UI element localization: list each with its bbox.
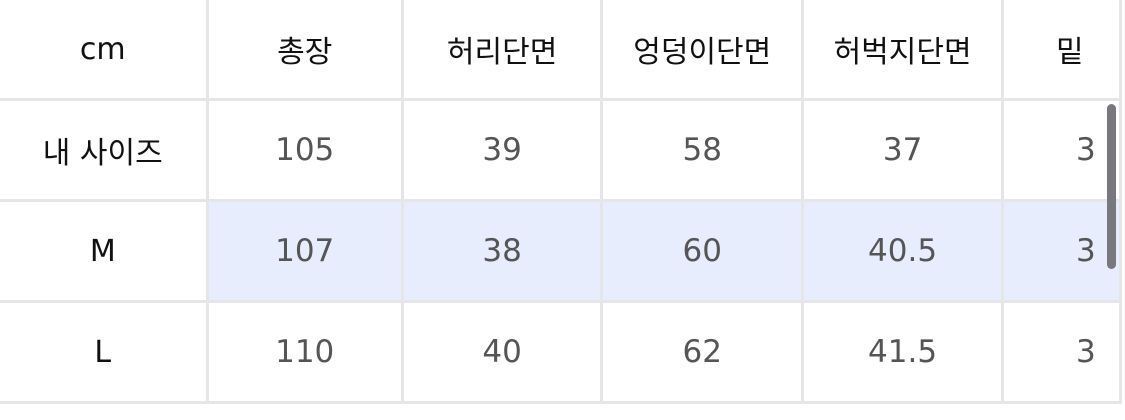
cell: 3 bbox=[1001, 199, 1122, 303]
row-label: L bbox=[0, 300, 209, 404]
header-waist: 허리단면 bbox=[400, 0, 604, 101]
cell: 62 bbox=[600, 300, 805, 404]
table-row: L 110 40 62 41.5 3 bbox=[0, 300, 1122, 404]
cell: 105 bbox=[205, 98, 404, 202]
cell: 41.5 bbox=[801, 300, 1004, 404]
header-unit: cm bbox=[0, 0, 209, 101]
cell: 3 bbox=[1001, 98, 1122, 202]
table-row-highlighted: M 107 38 60 40.5 3 bbox=[0, 199, 1122, 303]
header-total-length: 총장 bbox=[205, 0, 404, 101]
cell: 58 bbox=[600, 98, 805, 202]
table-row: 내 사이즈 105 39 58 37 3 bbox=[0, 98, 1122, 202]
cell: 60 bbox=[600, 199, 805, 303]
cell: 40.5 bbox=[801, 199, 1004, 303]
header-row: cm 총장 허리단면 엉덩이단면 허벅지단면 밑 bbox=[0, 0, 1122, 101]
cell: 3 bbox=[1001, 300, 1122, 404]
cell: 40 bbox=[400, 300, 604, 404]
cell: 107 bbox=[205, 199, 404, 303]
size-table: cm 총장 허리단면 엉덩이단면 허벅지단면 밑 내 사이즈 105 39 58… bbox=[0, 0, 1122, 404]
header-thigh: 허벅지단면 bbox=[801, 0, 1004, 101]
vertical-scrollbar[interactable] bbox=[1107, 104, 1116, 269]
cell: 37 bbox=[801, 98, 1004, 202]
header-rise: 밑 bbox=[1001, 0, 1122, 101]
cell: 110 bbox=[205, 300, 404, 404]
row-label: M bbox=[0, 199, 209, 303]
cell: 38 bbox=[400, 199, 604, 303]
header-hip: 엉덩이단면 bbox=[600, 0, 805, 101]
cell: 39 bbox=[400, 98, 604, 202]
row-label: 내 사이즈 bbox=[0, 98, 209, 202]
